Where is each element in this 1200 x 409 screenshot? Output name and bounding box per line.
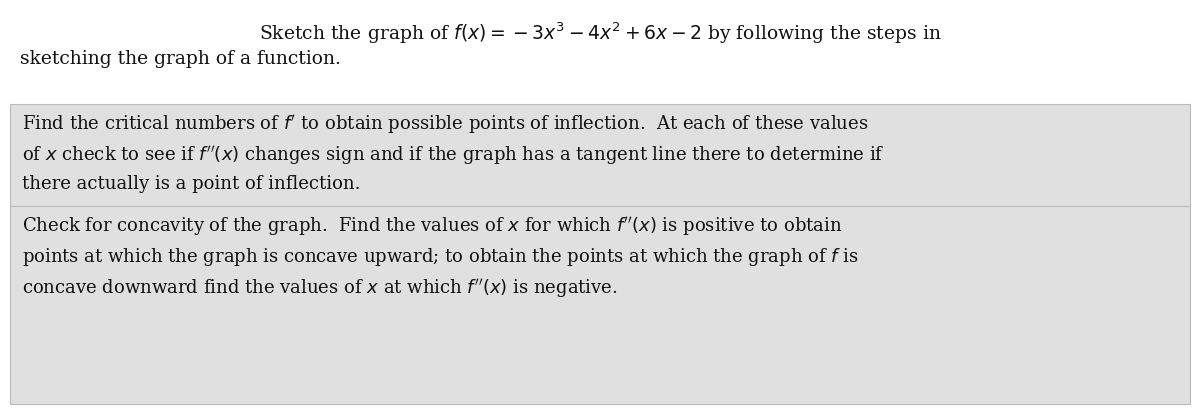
Text: points at which the graph is concave upward; to obtain the points at which the g: points at which the graph is concave upw… bbox=[22, 245, 859, 267]
Text: there actually is a point of inflection.: there actually is a point of inflection. bbox=[22, 175, 360, 193]
Text: Find the critical numbers of $f'$ to obtain possible points of inflection.  At e: Find the critical numbers of $f'$ to obt… bbox=[22, 113, 869, 136]
Text: Sketch the graph of $f(x) = -3x^3 - 4x^2 + 6x - 2$ by following the steps in: Sketch the graph of $f(x) = -3x^3 - 4x^2… bbox=[259, 20, 941, 45]
Text: sketching the graph of a function.: sketching the graph of a function. bbox=[20, 50, 341, 68]
Text: concave downward find the values of $x$ at which $f''(x)$ is negative.: concave downward find the values of $x$ … bbox=[22, 276, 618, 299]
Text: Check for concavity of the graph.  Find the values of $x$ for which $f''(x)$ is : Check for concavity of the graph. Find t… bbox=[22, 214, 842, 237]
Text: of $x$ check to see if $f''(x)$ changes sign and if the graph has a tangent line: of $x$ check to see if $f''(x)$ changes … bbox=[22, 144, 884, 166]
Bar bbox=[10, 105, 1190, 404]
